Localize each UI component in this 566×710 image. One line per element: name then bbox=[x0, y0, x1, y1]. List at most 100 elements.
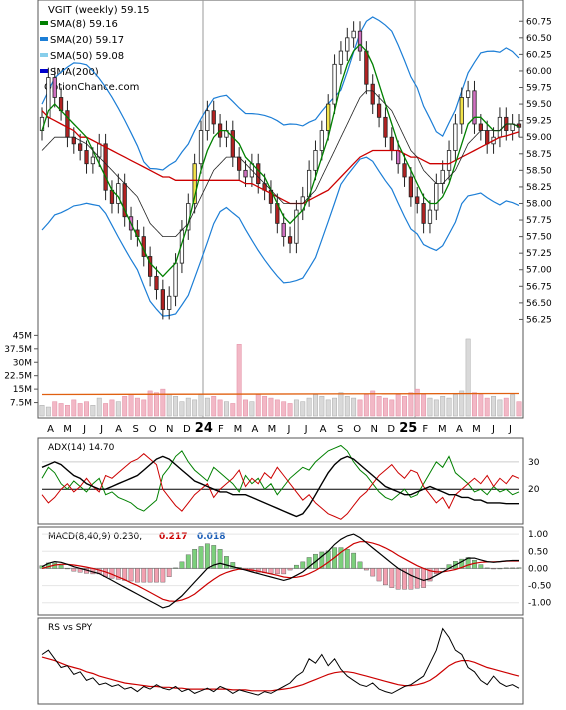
macd-histogram-bar bbox=[389, 568, 395, 588]
price-tick-label: 60.00 bbox=[526, 67, 552, 77]
volume-bar bbox=[300, 401, 306, 417]
candle-body bbox=[345, 37, 350, 52]
candle-body bbox=[421, 203, 426, 224]
candle-body bbox=[237, 156, 242, 171]
candle-body bbox=[167, 295, 172, 310]
macd-histogram-bar bbox=[141, 568, 147, 583]
candle-body bbox=[357, 30, 363, 52]
volume-tick-label: 30M bbox=[13, 358, 32, 368]
candle-body bbox=[478, 123, 483, 131]
price-tick-label: 59.50 bbox=[526, 100, 552, 110]
volume-bar bbox=[141, 399, 147, 417]
macd-histogram-bar bbox=[402, 568, 407, 590]
macd-histogram-bar bbox=[440, 568, 446, 570]
adx-line bbox=[41, 455, 519, 518]
rs-line bbox=[41, 627, 520, 696]
candle-body bbox=[198, 130, 204, 165]
volume-bar bbox=[268, 397, 274, 417]
volume-bar bbox=[478, 394, 484, 417]
macd-histogram-bar bbox=[147, 568, 153, 583]
macd-tick-label: -0.50 bbox=[528, 582, 552, 592]
macd-histogram-bar bbox=[185, 554, 191, 569]
legend-title: VGIT (weekly) 59.15 bbox=[48, 5, 149, 16]
candle-body bbox=[287, 236, 293, 244]
volume-bar bbox=[313, 394, 318, 417]
macd-histogram-bar bbox=[395, 568, 401, 590]
macd-histogram-bar bbox=[465, 557, 471, 569]
volume-bar bbox=[115, 401, 121, 417]
volume-bar bbox=[344, 396, 350, 417]
x-tick-label: F bbox=[218, 424, 224, 435]
macd-histogram-bar bbox=[154, 568, 159, 583]
x-tick-label: 25 bbox=[399, 421, 417, 436]
price-tick-label: 60.75 bbox=[526, 17, 552, 27]
macd-histogram-bar bbox=[510, 567, 516, 569]
volume-bar bbox=[472, 392, 477, 417]
macd-histogram-bar bbox=[408, 568, 414, 590]
volume-bar bbox=[103, 403, 109, 417]
x-tick-label: M bbox=[268, 424, 277, 435]
candle-body bbox=[389, 136, 394, 151]
macd-histogram-bar bbox=[211, 545, 217, 569]
price-tick-label: 59.00 bbox=[526, 133, 552, 143]
macd-histogram-bar bbox=[179, 561, 185, 569]
x-tick-label: S bbox=[337, 424, 343, 435]
candle-body bbox=[205, 110, 210, 131]
candle-body bbox=[446, 150, 452, 171]
sma8-line bbox=[41, 43, 520, 278]
volume-bar bbox=[484, 397, 490, 417]
x-tick-label: O bbox=[353, 424, 361, 435]
volume-bar bbox=[160, 388, 166, 417]
legend-sma8: SMA(8) 59.16 bbox=[50, 19, 118, 30]
candle-body bbox=[319, 130, 324, 151]
x-tick-label: 24 bbox=[195, 421, 213, 436]
x-tick-label: M bbox=[438, 424, 447, 435]
bollinger-lower bbox=[41, 156, 520, 317]
volume-bar bbox=[389, 399, 395, 417]
macd-histogram-bar bbox=[160, 568, 166, 583]
volume-tick-label: 7.5M bbox=[10, 399, 32, 409]
volume-bar bbox=[319, 396, 325, 417]
macd-histogram-bar bbox=[300, 561, 306, 569]
adx-panel-frame bbox=[37, 437, 524, 525]
volume-bar bbox=[287, 403, 293, 417]
candle-body bbox=[427, 209, 433, 224]
macd-panel-frame bbox=[37, 526, 524, 616]
price-tick-label: 56.75 bbox=[526, 282, 552, 292]
candle-body bbox=[160, 289, 165, 310]
adx-tick-label: 20 bbox=[528, 485, 540, 495]
candle-body bbox=[332, 63, 337, 105]
macd-histogram-bar bbox=[204, 543, 210, 569]
macd-histogram-bar bbox=[230, 562, 236, 569]
volume-bar bbox=[236, 344, 242, 417]
macd-histogram-bar bbox=[217, 549, 223, 569]
moving-averages bbox=[41, 43, 520, 278]
macd-histogram-bar bbox=[135, 568, 140, 583]
volume-bar bbox=[147, 390, 153, 417]
candle-body bbox=[90, 156, 96, 165]
volume-tick-label: 37.5M bbox=[4, 345, 32, 355]
candle-body bbox=[485, 130, 490, 145]
volume-bar bbox=[427, 397, 433, 417]
price-tick-label: 56.50 bbox=[526, 299, 552, 309]
x-tick-label: M bbox=[63, 424, 72, 435]
volume-bar bbox=[510, 394, 516, 417]
volume-bar bbox=[332, 397, 338, 417]
volume-bar bbox=[198, 394, 204, 417]
volume-bar bbox=[71, 399, 77, 417]
price-tick-label: 60.50 bbox=[526, 34, 552, 44]
volume-bar bbox=[382, 397, 388, 417]
volume-bar bbox=[452, 394, 458, 417]
volume-axis: 45M 37.5M 30M 22.5M 15M 7.5M bbox=[4, 331, 38, 409]
candle-body bbox=[52, 77, 57, 98]
macd-histogram-bar bbox=[224, 556, 229, 569]
volume-bar bbox=[217, 399, 223, 417]
macd-histogram-bar bbox=[427, 568, 433, 582]
legend-sma20: SMA(20) 59.17 bbox=[50, 35, 124, 46]
volume-bar bbox=[370, 390, 376, 417]
volume-bar bbox=[122, 396, 128, 417]
adx-series: 30 20 bbox=[41, 444, 540, 520]
volume-bar bbox=[179, 401, 185, 417]
candle-body bbox=[396, 150, 401, 165]
candle-body bbox=[116, 183, 121, 204]
